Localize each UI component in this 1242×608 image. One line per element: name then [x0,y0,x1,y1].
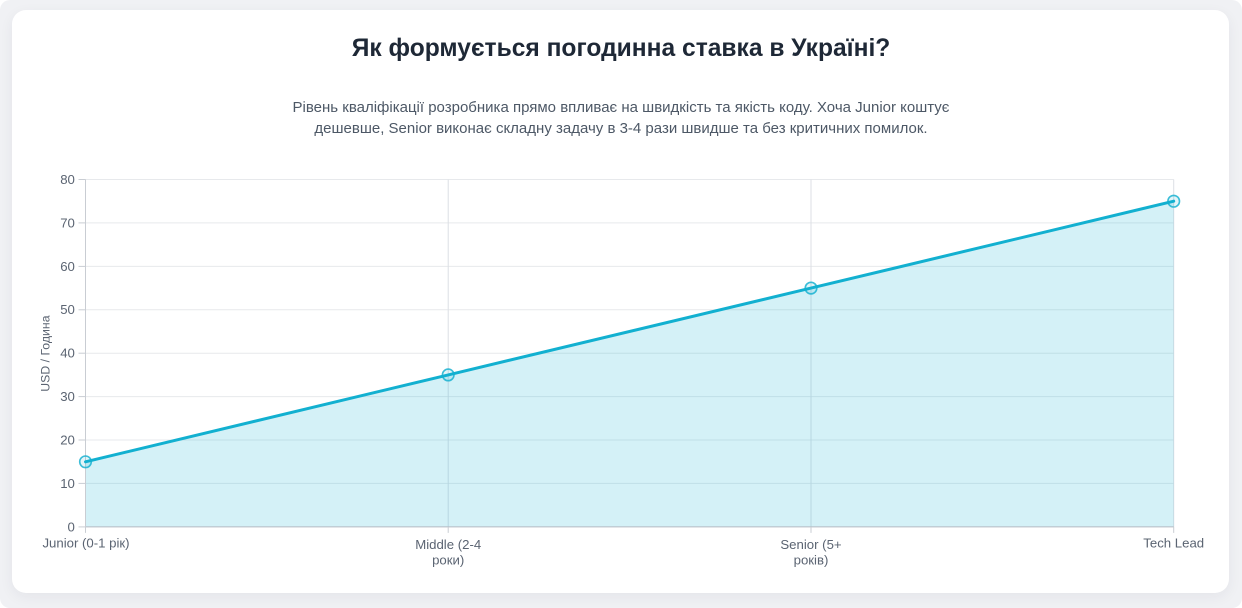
svg-text:80: 80 [60,172,75,187]
svg-text:Senior (5+: Senior (5+ [780,537,842,552]
svg-text:10: 10 [60,476,75,491]
svg-text:20: 20 [60,432,75,447]
svg-text:роки): роки) [432,553,464,568]
svg-text:Middle (2-4: Middle (2-4 [415,537,481,552]
svg-text:60: 60 [60,259,75,274]
svg-text:USD / Година: USD / Година [39,315,53,391]
svg-text:70: 70 [60,215,75,230]
svg-text:30: 30 [60,389,75,404]
svg-text:40: 40 [60,346,75,361]
svg-text:Junior (0-1 рік): Junior (0-1 рік) [42,535,129,550]
svg-text:Tech Lead: Tech Lead [1143,535,1204,550]
svg-text:років): років) [794,553,829,568]
svg-text:50: 50 [60,302,75,317]
svg-text:0: 0 [68,519,75,534]
